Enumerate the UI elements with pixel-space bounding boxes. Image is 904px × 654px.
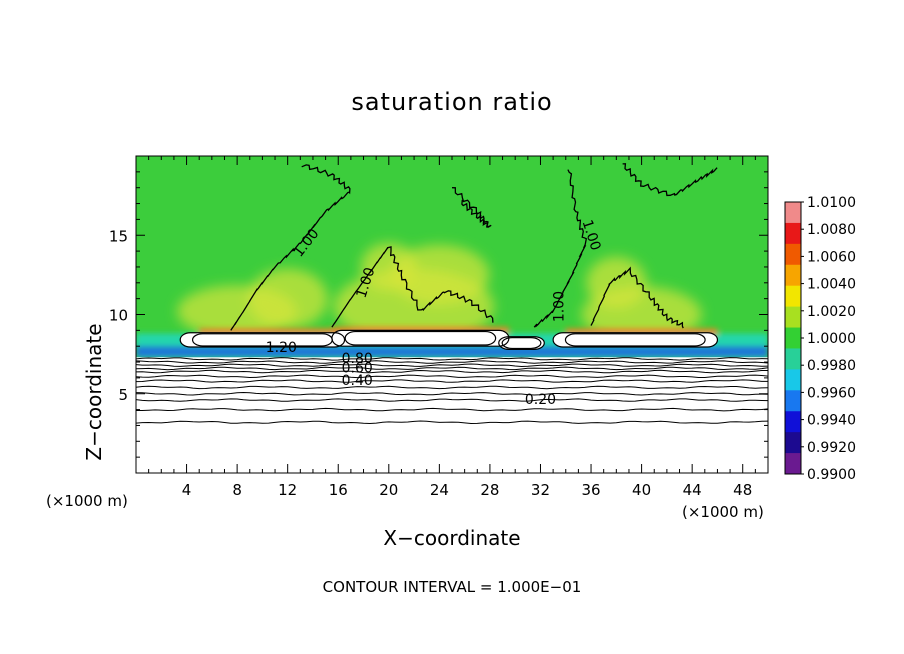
colorbar-label: 1.0080	[807, 222, 856, 238]
contour-label: 0.60	[342, 360, 373, 376]
colorbar-label: 0.9960	[807, 385, 856, 401]
cloud-contour	[564, 333, 706, 347]
contour-label: 0.20	[525, 392, 556, 408]
contour-line	[136, 379, 768, 383]
contour-one	[590, 266, 684, 329]
cloud-contour	[501, 337, 542, 350]
cloud-contour	[552, 332, 719, 348]
contour-line	[136, 391, 768, 396]
y-axis: 5 10 15	[109, 171, 768, 458]
colorbar-label: 1.0100	[807, 195, 856, 211]
x-tick-label: 48	[733, 481, 752, 499]
contour-label: 0.80	[342, 351, 373, 367]
x-tick-label: 36	[581, 481, 600, 499]
warm-cap	[565, 328, 718, 335]
cloud-body	[180, 332, 345, 347]
contour-line	[136, 360, 768, 364]
x-tick-label: 8	[232, 481, 242, 499]
contour-line	[136, 398, 768, 402]
colorbar-swatch	[785, 306, 801, 329]
y-tick-label: 15	[109, 227, 128, 245]
colorbar-swatch	[785, 202, 801, 224]
x-tick-label: 28	[480, 481, 499, 499]
colorbar-swatch	[785, 369, 801, 391]
contour-line	[136, 385, 768, 390]
warm-patch	[586, 256, 647, 309]
colorbar-swatch	[785, 348, 801, 370]
contour-line	[136, 357, 768, 361]
colorbar-label: 0.9920	[807, 440, 856, 456]
contour-interval-note: CONTOUR INTERVAL = 1.000E−01	[322, 578, 582, 596]
x-tick-label: 44	[683, 481, 702, 499]
cloud-contour	[498, 336, 545, 350]
contour-line	[136, 374, 768, 379]
contour-one	[230, 164, 351, 331]
colorbar-swatch	[785, 390, 801, 412]
x-tick-label: 32	[531, 481, 550, 499]
x-units-label: (×1000 m)	[682, 503, 764, 521]
contour-line	[136, 366, 768, 371]
colorbar-swatch	[785, 264, 801, 287]
contour-one	[533, 169, 588, 328]
contour-label: 1.00	[551, 291, 567, 322]
x-axis-label: X−coordinate	[383, 526, 521, 550]
x-tick-label: 16	[329, 481, 348, 499]
colorbar-swatch	[785, 453, 801, 475]
warm-cap	[199, 328, 351, 335]
saturation-field	[136, 156, 768, 473]
colorbar-label: 0.9980	[807, 358, 856, 374]
edge-blue-band	[136, 346, 768, 358]
contour-one	[622, 163, 718, 197]
colorbar-swatch	[785, 243, 801, 266]
z-units-label: (×1000 m)	[46, 492, 128, 510]
colorbar-swatch	[785, 327, 801, 349]
contour-label: 0.40	[342, 373, 373, 389]
colorbar-swatch	[785, 432, 801, 454]
colorbar-label: 1.0000	[807, 331, 856, 347]
x-axis: 4 8 12 16 20 24 28 32 36 40 44 48	[148, 156, 756, 499]
colorbar-swatch	[785, 222, 801, 245]
colorbar: 1.0100 1.0080 1.0060 1.0040 1.0020 1.0000 0.99…	[784, 195, 856, 483]
contour-one	[331, 246, 494, 328]
cloud-contour	[179, 332, 346, 348]
cloud-contour	[344, 330, 497, 346]
contour-line	[136, 407, 768, 412]
colorbar-swatch	[785, 411, 801, 433]
chart-title: saturation ratio	[351, 88, 553, 116]
colorbar-label: 1.0060	[807, 249, 856, 265]
y-tick-label: 5	[118, 386, 128, 404]
colorbar-label: 0.9900	[807, 467, 856, 483]
contour-line	[136, 363, 768, 368]
colorbar-label: 1.0020	[807, 304, 856, 320]
cloud-body	[331, 330, 509, 347]
contour-line	[136, 369, 768, 374]
colorbar-label: 0.9940	[807, 413, 856, 429]
x-tick-label: 12	[278, 481, 297, 499]
contour-lines	[136, 163, 768, 425]
cloud-body	[553, 332, 718, 347]
colorbar-label: 1.0040	[807, 277, 856, 293]
x-tick-label: 40	[632, 481, 651, 499]
contour-one	[451, 187, 492, 228]
y-axis-label: Z−coordinate	[82, 323, 106, 461]
cloud-body	[498, 336, 545, 350]
contour-label: 1.20	[266, 340, 297, 356]
x-tick-label: 4	[182, 481, 192, 499]
warm-patches	[177, 242, 702, 345]
warm-patch	[247, 268, 328, 329]
colorbar-swatch	[785, 285, 801, 308]
x-tick-label: 24	[430, 481, 449, 499]
x-tick-label: 20	[379, 481, 398, 499]
contour-line	[136, 420, 768, 425]
y-tick-label: 10	[109, 307, 128, 325]
warm-patch	[360, 242, 417, 291]
lower-region	[136, 357, 768, 473]
